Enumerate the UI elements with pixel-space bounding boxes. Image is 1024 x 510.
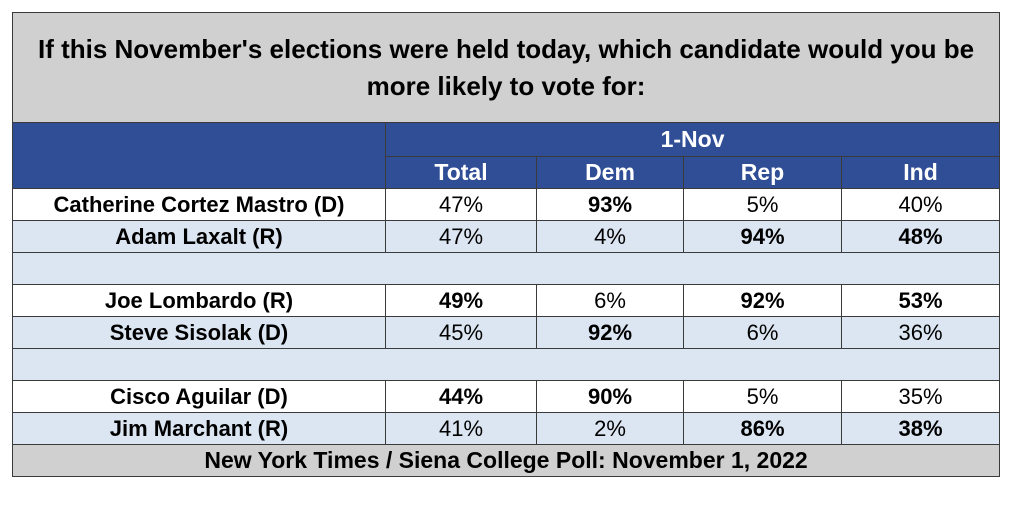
table-row: Cisco Aguilar (D) 44% 90% 5% 35% — [12, 380, 1001, 413]
value-cell-dem: 6% — [536, 284, 684, 317]
value-cell-rep: 92% — [683, 284, 842, 317]
value-cell-ind: 48% — [840, 220, 1001, 253]
candidate-name: Adam Laxalt (R) — [12, 220, 386, 253]
value-cell-dem: 4% — [536, 220, 684, 253]
value-cell-ind: 38% — [840, 412, 1001, 445]
table-title: If this November's elections were held t… — [11, 12, 1001, 123]
value-cell-total: 49% — [385, 284, 537, 317]
value-cell-rep: 5% — [683, 380, 842, 413]
spacer-cell — [11, 348, 1001, 381]
spacer-row — [11, 348, 1001, 381]
value-cell-ind: 36% — [840, 316, 1001, 349]
date-header: 1-Nov — [384, 122, 1001, 157]
value-cell-dem: 93% — [536, 188, 684, 221]
poll-source-footer: New York Times / Siena College Poll: Nov… — [11, 444, 1001, 477]
candidate-name: Steve Sisolak (D) — [12, 316, 386, 349]
candidate-name: Cisco Aguilar (D) — [12, 380, 386, 413]
value-cell-total: 47% — [385, 220, 537, 253]
poll-table: If this November's elections were held t… — [11, 12, 1001, 477]
value-cell-dem: 92% — [536, 316, 684, 349]
value-cell-dem: 90% — [536, 380, 684, 413]
value-cell-ind: 40% — [840, 188, 1001, 221]
candidate-name: Jim Marchant (R) — [12, 412, 386, 445]
column-header-ind: Ind — [840, 156, 1001, 189]
table-row: Joe Lombardo (R) 49% 6% 92% 53% — [12, 284, 1001, 317]
value-cell-total: 44% — [385, 380, 537, 413]
value-cell-total: 41% — [385, 412, 537, 445]
value-cell-ind: 35% — [840, 380, 1001, 413]
value-cell-total: 47% — [385, 188, 537, 221]
column-header-rep: Rep — [683, 156, 842, 189]
table-row: Catherine Cortez Mastro (D) 47% 93% 5% 40% — [12, 188, 1001, 221]
table-row: Adam Laxalt (R) 47% 4% 94% 48% — [12, 220, 1001, 253]
table-row: Steve Sisolak (D) 45% 92% 6% 36% — [12, 316, 1001, 349]
value-cell-total: 45% — [385, 316, 537, 349]
candidate-name: Joe Lombardo (R) — [12, 284, 386, 317]
value-cell-rep: 6% — [683, 316, 842, 349]
value-cell-rep: 5% — [683, 188, 842, 221]
value-cell-dem: 2% — [536, 412, 684, 445]
column-header-dem: Dem — [536, 156, 684, 189]
table-row: Jim Marchant (R) 41% 2% 86% 38% — [12, 412, 1001, 445]
footer-row: New York Times / Siena College Poll: Nov… — [11, 444, 1001, 477]
spacer-cell — [11, 252, 1001, 285]
value-cell-rep: 86% — [683, 412, 842, 445]
spacer-row — [11, 252, 1001, 285]
value-cell-rep: 94% — [683, 220, 842, 253]
column-header-total: Total — [385, 156, 537, 189]
candidate-name: Catherine Cortez Mastro (D) — [12, 188, 386, 221]
header-blank-cell — [12, 122, 386, 189]
value-cell-ind: 53% — [840, 284, 1001, 317]
